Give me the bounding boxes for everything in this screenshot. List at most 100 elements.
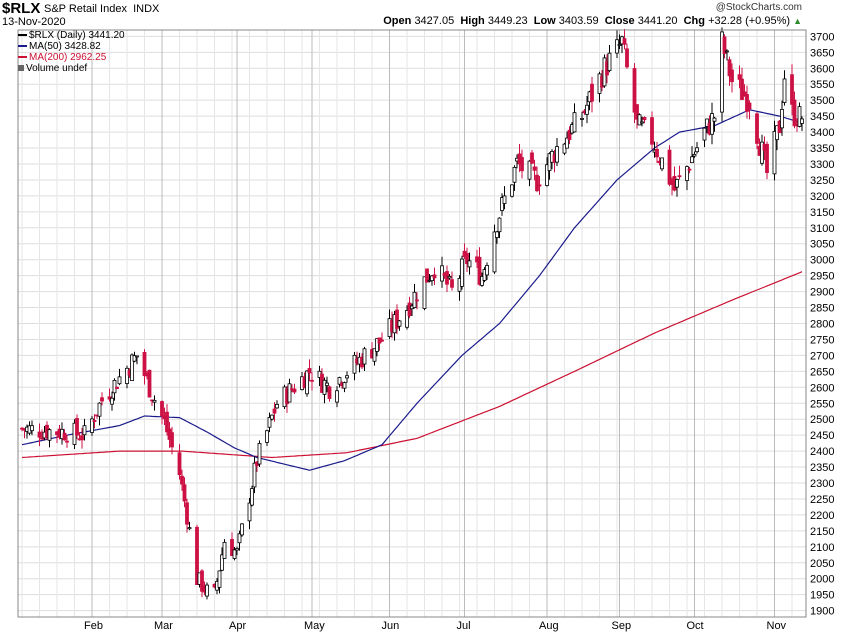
candle-body [342, 382, 347, 389]
candle [272, 402, 277, 422]
candle [265, 429, 269, 447]
candle-body [730, 69, 734, 83]
candle-body [650, 117, 654, 145]
candle [422, 276, 427, 311]
candle-body [305, 370, 309, 395]
candle [307, 359, 312, 382]
candle [110, 391, 114, 411]
candle [327, 385, 332, 402]
candle-body [257, 443, 262, 465]
candle [152, 395, 157, 411]
open-label: Open [383, 15, 412, 27]
quote-date: 13-Nov-2020 [2, 16, 66, 28]
candle-body [337, 377, 342, 385]
candle-body [450, 279, 454, 288]
candle [710, 102, 714, 145]
candle [737, 65, 742, 89]
candle-body [65, 440, 69, 443]
candle-body [565, 137, 569, 149]
candle-body [432, 274, 437, 279]
y-tick-label: 3050 [810, 239, 834, 251]
candle-body [267, 417, 272, 428]
candle-body [720, 31, 724, 113]
candle [182, 477, 187, 508]
candle-body [325, 382, 329, 386]
candle [477, 247, 482, 286]
candle [585, 96, 589, 124]
candle [115, 386, 119, 389]
open-value: 3427.05 [414, 15, 455, 27]
candle-body [100, 397, 104, 402]
candle [310, 372, 314, 391]
candle [450, 271, 454, 291]
candle [760, 134, 764, 166]
candle [800, 116, 804, 131]
index-title: S&P Retail Index [44, 3, 127, 15]
candle [607, 45, 612, 73]
y-tick-label: 2150 [810, 526, 834, 538]
candle-body [562, 143, 567, 154]
candle-body [217, 570, 222, 588]
y-tick-label: 2800 [810, 319, 834, 331]
candle [97, 402, 102, 426]
y-tick-label: 2750 [810, 334, 834, 346]
candle [250, 485, 254, 507]
y-tick-label: 2500 [810, 414, 834, 426]
stockcharts-watermark[interactable]: @StockCharts.com [715, 2, 802, 13]
candle-body [677, 175, 682, 178]
candle-body [792, 99, 797, 127]
candle-body [607, 52, 612, 72]
candle [667, 145, 672, 187]
candle-body [237, 533, 242, 544]
candle [185, 498, 189, 533]
candle [217, 570, 222, 594]
candle-body [62, 432, 67, 441]
ma200-swatch-icon [18, 56, 27, 59]
candle-body [527, 160, 532, 180]
candle [747, 100, 752, 120]
candle [135, 355, 139, 365]
y-tick-label: 2850 [810, 303, 834, 315]
y-tick-label: 2650 [810, 366, 834, 378]
candle-body [520, 157, 524, 172]
candle-body [710, 113, 714, 135]
candle-body [690, 156, 694, 164]
candle-body [92, 420, 97, 422]
candle-body [252, 462, 257, 488]
candle [460, 255, 464, 290]
low-value: 3403.59 [558, 15, 599, 27]
x-tick-label: May [304, 620, 325, 632]
candle [205, 582, 209, 600]
candle-body [135, 355, 139, 358]
y-tick-label: 2400 [810, 446, 834, 458]
candle [712, 116, 717, 132]
candle [80, 427, 84, 449]
candle [745, 85, 749, 119]
y-tick-label: 3400 [810, 127, 834, 139]
candle-body [772, 131, 777, 175]
index-name: S&P Retail Index INDX [44, 3, 159, 15]
candle [730, 63, 734, 93]
candle-body [460, 258, 464, 287]
axes: 1900 1950 2000 2050 2100 2150 2200 2250 2300 2350… [17, 29, 834, 632]
y-tick-label: 2550 [810, 398, 834, 410]
candle [642, 116, 647, 124]
candle [797, 102, 802, 128]
candle-body [30, 425, 34, 432]
candle [30, 420, 34, 436]
candle [727, 56, 732, 86]
candlestick-series [20, 27, 804, 600]
candle [622, 28, 627, 50]
ma50-swatch-icon [18, 45, 27, 48]
candle-body [425, 268, 429, 283]
candle-body [322, 379, 327, 395]
close-label: Close [604, 15, 635, 27]
candle [117, 368, 122, 386]
y-tick-label: 2000 [810, 574, 834, 586]
candle [195, 524, 199, 586]
candle [625, 43, 629, 69]
candle [405, 305, 409, 330]
candle-body [352, 354, 357, 374]
candle [497, 217, 502, 239]
